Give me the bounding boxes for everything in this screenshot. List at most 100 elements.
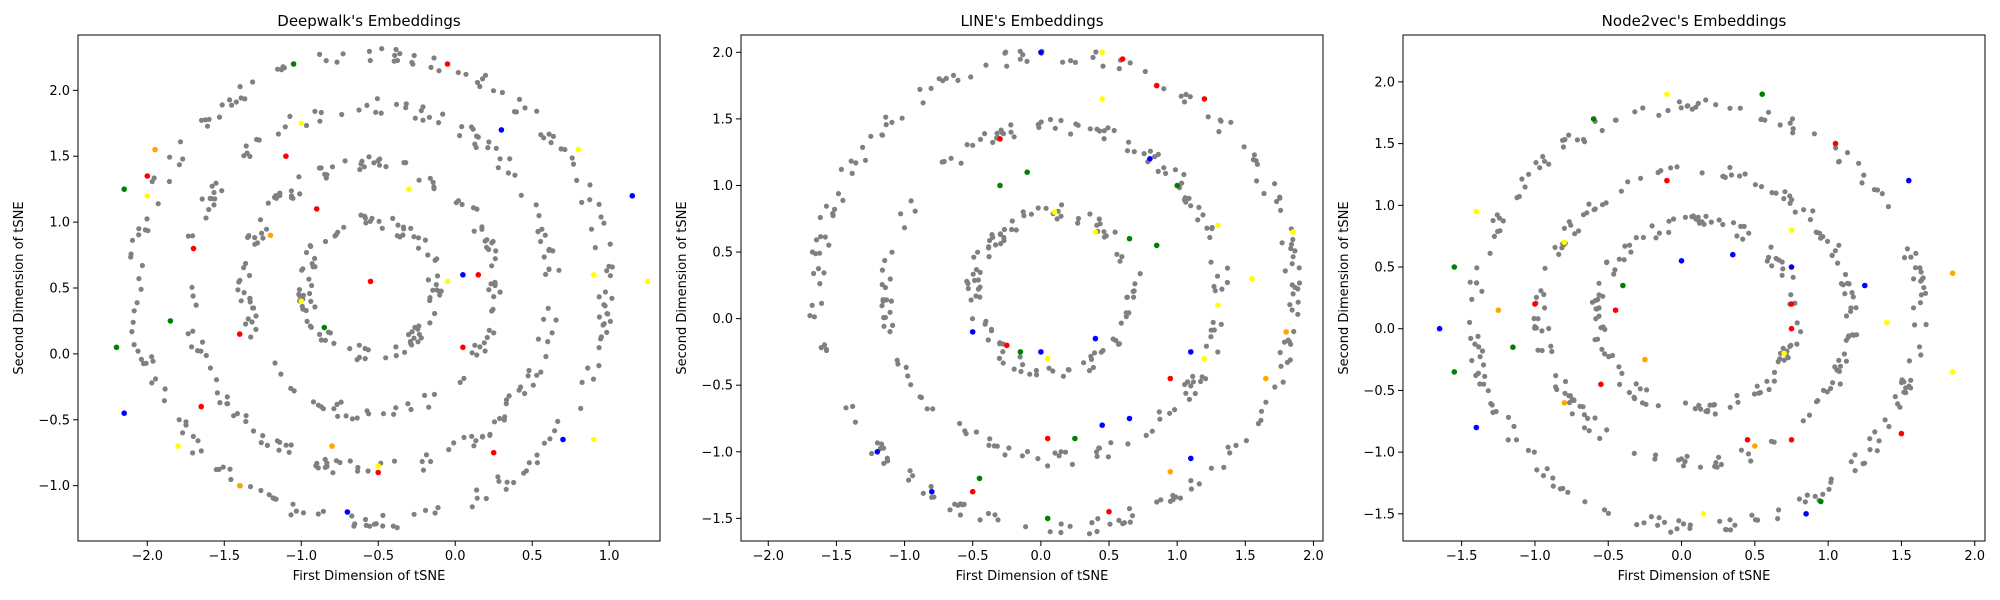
gray-point: [549, 330, 555, 336]
gray-point: [303, 249, 310, 256]
gray-point: [207, 365, 213, 371]
yellow-point: [1215, 302, 1221, 309]
gray-point: [983, 62, 989, 68]
gray-point: [1589, 299, 1595, 305]
gray-point: [425, 277, 431, 283]
gray-point: [1469, 357, 1475, 364]
gray-point: [1181, 99, 1188, 105]
blue-point: [1188, 455, 1194, 462]
gray-point: [420, 117, 426, 123]
orange-point: [1561, 400, 1568, 406]
gray-point: [1208, 327, 1214, 333]
gray-point: [977, 136, 984, 142]
gray-point: [1777, 356, 1783, 362]
gray-point: [347, 458, 353, 464]
gray-point: [604, 268, 610, 274]
gray-point: [1871, 187, 1877, 193]
gray-point: [1473, 280, 1480, 286]
gray-point: [1101, 136, 1107, 142]
gray-point: [1600, 293, 1606, 299]
red-point: [313, 206, 320, 212]
green-point: [167, 318, 174, 324]
gray-point: [1674, 164, 1680, 170]
gray-point: [1741, 223, 1747, 229]
gray-point: [1611, 271, 1617, 277]
gray-point: [843, 405, 849, 411]
gray-point: [1586, 201, 1592, 207]
gray-point: [487, 431, 493, 437]
gray-point: [1253, 158, 1259, 164]
gray-point: [1656, 112, 1662, 118]
gray-point: [1481, 381, 1487, 387]
gray-point: [1096, 216, 1102, 222]
gray-point: [516, 96, 523, 102]
gray-point: [987, 237, 993, 244]
gray-point: [283, 442, 289, 448]
gray-point: [373, 521, 379, 527]
gray-point: [1628, 249, 1634, 255]
gray-point: [491, 419, 498, 425]
gray-point: [1480, 362, 1487, 368]
gray-point: [920, 490, 926, 496]
gray-point: [1009, 218, 1015, 224]
gray-point: [1118, 320, 1124, 326]
gray-point: [1043, 205, 1049, 211]
gray-point: [1737, 105, 1743, 111]
gray-point: [1861, 172, 1867, 178]
gray-point: [1183, 390, 1189, 396]
red-point: [444, 61, 451, 67]
gray-point: [1092, 350, 1098, 356]
gray-point: [307, 290, 313, 297]
gray-point: [860, 144, 866, 150]
gray-point: [405, 401, 411, 407]
gray-point: [472, 342, 478, 348]
gray-point: [1289, 307, 1295, 313]
gray-point: [530, 382, 536, 388]
gray-point: [1906, 358, 1912, 364]
gray-point: [1792, 209, 1798, 215]
gray-point: [492, 279, 498, 285]
gray-point: [815, 266, 822, 272]
gray-point: [272, 360, 278, 366]
gray-point: [1841, 351, 1847, 357]
gray-point: [290, 501, 296, 507]
gray-point: [1633, 381, 1639, 387]
gray-point: [1284, 359, 1290, 365]
gray-point: [1851, 332, 1857, 338]
gray-point: [1522, 184, 1528, 190]
gray-point: [324, 172, 330, 178]
yellow-point: [591, 436, 597, 443]
gray-point: [970, 142, 976, 148]
gray-point: [252, 235, 258, 241]
gray-point: [1696, 402, 1702, 408]
gray-point: [1616, 256, 1622, 262]
gray-point: [1652, 456, 1658, 462]
y-tick-label: 2.0: [1374, 75, 1395, 90]
gray-point: [1519, 176, 1525, 182]
gray-point: [1901, 379, 1907, 385]
gray-point: [1281, 339, 1288, 345]
gray-point: [409, 329, 415, 335]
gray-point: [1535, 316, 1541, 322]
gray-point: [1173, 494, 1179, 500]
gray-point: [1000, 360, 1006, 366]
gray-point: [1228, 119, 1234, 125]
gray-point: [1094, 453, 1100, 459]
gray-point: [578, 405, 584, 411]
gray-point: [835, 191, 842, 197]
gray-point: [1131, 149, 1137, 155]
gray-point: [1474, 265, 1480, 271]
gray-point: [474, 79, 481, 86]
gray-point: [1157, 416, 1163, 422]
gray-point: [474, 352, 480, 358]
scatter-panel-3: Node2vec's Embeddings −1.5 −1.0 −0.5 0.0 0.5 1…: [1337, 12, 1986, 584]
gray-point: [300, 510, 307, 516]
gray-point: [1035, 205, 1041, 211]
gray-point: [190, 328, 196, 334]
gray-point: [1101, 229, 1107, 235]
x-tick-label: 1.0: [599, 549, 620, 564]
y-axis: −1.5 −1.0 −0.5 0.0 0.5 1.0 1.5 2.0: [1363, 75, 1403, 522]
gray-point: [512, 172, 518, 178]
gray-point: [1601, 507, 1608, 513]
gray-point: [881, 445, 887, 451]
